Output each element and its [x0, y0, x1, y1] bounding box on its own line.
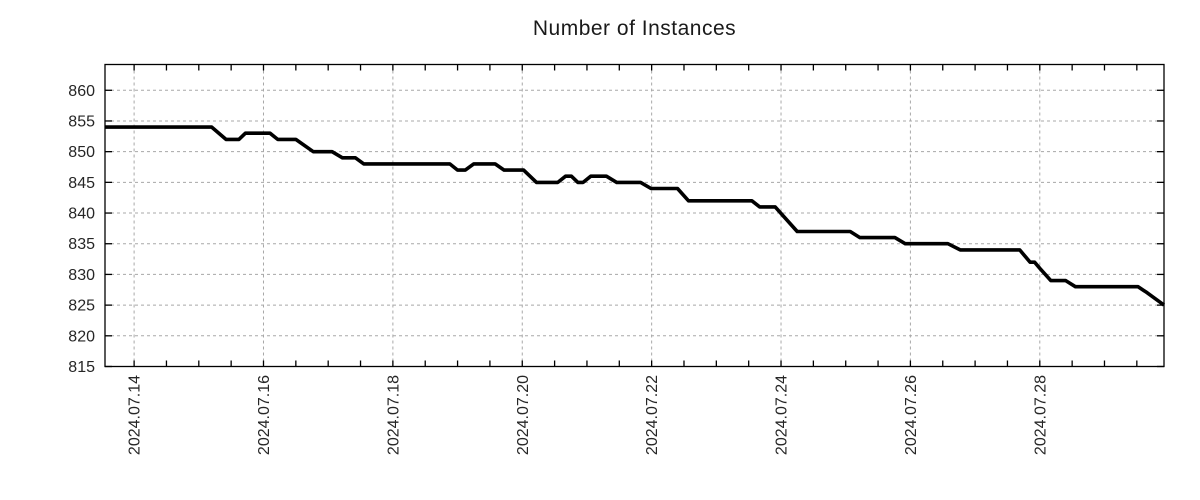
- y-tick-label: 820: [68, 328, 95, 345]
- x-tick-label: 2024.07.28: [1032, 375, 1049, 455]
- y-tick-label: 825: [68, 298, 95, 315]
- y-tick-label: 830: [68, 267, 95, 284]
- y-tick-label: 835: [68, 236, 95, 253]
- plot-border: [104, 63, 1165, 368]
- x-tick-label: 2024.07.26: [903, 375, 920, 455]
- y-tick-label: 850: [68, 144, 95, 161]
- y-tick-label: 860: [68, 83, 95, 100]
- x-tick-label: 2024.07.22: [644, 375, 661, 455]
- x-tick-label: 2024.07.20: [515, 375, 532, 455]
- x-tick-label: 2024.07.18: [385, 375, 402, 455]
- y-tick-label: 855: [68, 113, 95, 130]
- x-tick-label: 2024.07.24: [774, 375, 791, 455]
- y-tick-label: 840: [68, 206, 95, 223]
- y-tick-label: 845: [68, 175, 95, 192]
- y-tick-label: 815: [68, 359, 95, 376]
- x-tick-label: 2024.07.16: [256, 375, 273, 455]
- data-line-number-of-instances: [105, 125, 1166, 307]
- x-tick-label: 2024.07.14: [127, 375, 144, 455]
- chart-title: Number of Instances: [532, 17, 737, 40]
